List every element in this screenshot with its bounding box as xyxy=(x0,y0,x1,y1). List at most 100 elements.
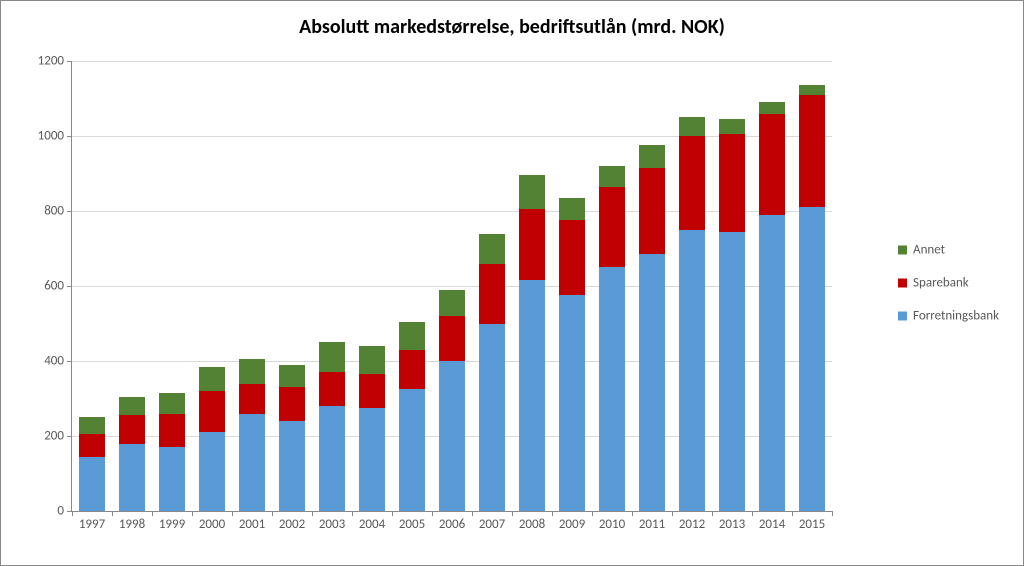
bar-segment-annet xyxy=(239,359,265,383)
x-tick-label: 1997 xyxy=(79,517,105,532)
bar-segment-forretningsbank xyxy=(799,207,825,511)
bar-stack xyxy=(799,85,825,511)
legend-item: Sparebank xyxy=(898,276,999,291)
bars: 1997199819992000200120022003200420052006… xyxy=(72,61,832,511)
bar-stack xyxy=(719,119,745,511)
bar-segment-forretningsbank xyxy=(239,414,265,512)
plot-area: 0200400600800100012001997199819992000200… xyxy=(71,61,832,512)
bar-segment-annet xyxy=(639,145,665,168)
bar-stack xyxy=(679,117,705,511)
bar-segment-annet xyxy=(679,117,705,136)
legend: Annet Sparebank Forretningsbank xyxy=(898,225,999,342)
x-tick-label: 2011 xyxy=(639,517,665,532)
bar-slot: 2005 xyxy=(392,61,432,511)
bar-slot: 2009 xyxy=(552,61,592,511)
bar-segment-sparebank xyxy=(479,264,505,324)
bar-segment-annet xyxy=(119,397,145,416)
legend-swatch xyxy=(898,279,907,288)
bar-segment-forretningsbank xyxy=(519,280,545,511)
bar-slot: 2001 xyxy=(232,61,272,511)
x-tick-label: 1998 xyxy=(119,517,145,532)
x-tick-mark xyxy=(232,511,233,516)
x-tick-label: 2007 xyxy=(479,517,505,532)
x-tick-label: 2014 xyxy=(759,517,785,532)
x-tick-label: 1999 xyxy=(159,517,185,532)
bar-segment-annet xyxy=(439,290,465,316)
bar-segment-forretningsbank xyxy=(79,457,105,511)
y-tick-label: 400 xyxy=(44,354,64,369)
bar-segment-forretningsbank xyxy=(159,447,185,511)
bar-slot: 2007 xyxy=(472,61,512,511)
bar-segment-sparebank xyxy=(199,391,225,432)
x-tick-mark xyxy=(112,511,113,516)
bar-segment-sparebank xyxy=(159,414,185,448)
x-tick-mark xyxy=(352,511,353,516)
bar-segment-annet xyxy=(279,365,305,388)
y-tick-label: 800 xyxy=(44,204,64,219)
x-tick-mark xyxy=(432,511,433,516)
bar-segment-annet xyxy=(759,102,785,113)
bar-segment-sparebank xyxy=(799,95,825,208)
legend-label: Sparebank xyxy=(913,276,969,291)
bar-segment-annet xyxy=(599,166,625,187)
y-tick-label: 0 xyxy=(57,504,64,519)
bar-segment-annet xyxy=(199,367,225,391)
x-tick-label: 2009 xyxy=(559,517,585,532)
x-tick-mark xyxy=(392,511,393,516)
x-tick-mark xyxy=(752,511,753,516)
bar-segment-forretningsbank xyxy=(479,324,505,512)
bar-stack xyxy=(79,417,105,511)
bar-stack xyxy=(519,175,545,511)
bar-stack xyxy=(239,359,265,511)
bar-stack xyxy=(279,365,305,511)
bar-segment-forretningsbank xyxy=(199,432,225,511)
x-tick-mark xyxy=(192,511,193,516)
bar-segment-sparebank xyxy=(399,350,425,389)
bar-segment-annet xyxy=(359,346,385,374)
bar-slot: 2015 xyxy=(792,61,832,511)
x-tick-mark xyxy=(672,511,673,516)
x-tick-label: 2008 xyxy=(519,517,545,532)
bar-slot: 2008 xyxy=(512,61,552,511)
bar-stack xyxy=(399,322,425,511)
x-tick-label: 2004 xyxy=(359,517,385,532)
bar-segment-sparebank xyxy=(719,134,745,232)
bar-segment-sparebank xyxy=(559,220,585,295)
bar-stack xyxy=(759,102,785,511)
bar-segment-sparebank xyxy=(679,136,705,230)
bar-segment-forretningsbank xyxy=(439,361,465,511)
legend-item: Forretningsbank xyxy=(898,309,999,324)
legend-label: Annet xyxy=(913,243,945,258)
bar-segment-sparebank xyxy=(279,387,305,421)
bar-segment-sparebank xyxy=(359,374,385,408)
bar-stack xyxy=(559,198,585,511)
x-tick-label: 2012 xyxy=(679,517,705,532)
bar-segment-annet xyxy=(159,393,185,414)
bar-segment-forretningsbank xyxy=(759,215,785,511)
bar-segment-annet xyxy=(399,322,425,350)
y-tick-label: 200 xyxy=(44,429,64,444)
x-tick-label: 2002 xyxy=(279,517,305,532)
bar-segment-annet xyxy=(479,234,505,264)
bar-stack xyxy=(599,166,625,511)
bar-segment-forretningsbank xyxy=(679,230,705,511)
legend-swatch xyxy=(898,312,907,321)
chart-container: Absolutt markedstørrelse, bedriftsutlån … xyxy=(0,0,1024,566)
bar-slot: 2011 xyxy=(632,61,672,511)
bar-stack xyxy=(119,397,145,511)
bar-slot: 2006 xyxy=(432,61,472,511)
legend-item: Annet xyxy=(898,243,999,258)
bar-stack xyxy=(159,393,185,511)
x-tick-mark xyxy=(632,511,633,516)
bar-segment-sparebank xyxy=(79,434,105,457)
bar-segment-forretningsbank xyxy=(719,232,745,511)
bar-segment-forretningsbank xyxy=(559,295,585,511)
x-tick-mark xyxy=(592,511,593,516)
bar-segment-sparebank xyxy=(319,372,345,406)
bar-slot: 1997 xyxy=(72,61,112,511)
y-tick-label: 600 xyxy=(44,279,64,294)
y-tick-label: 1000 xyxy=(38,129,64,144)
bar-stack xyxy=(639,145,665,511)
x-tick-label: 2013 xyxy=(719,517,745,532)
bar-segment-sparebank xyxy=(599,187,625,268)
